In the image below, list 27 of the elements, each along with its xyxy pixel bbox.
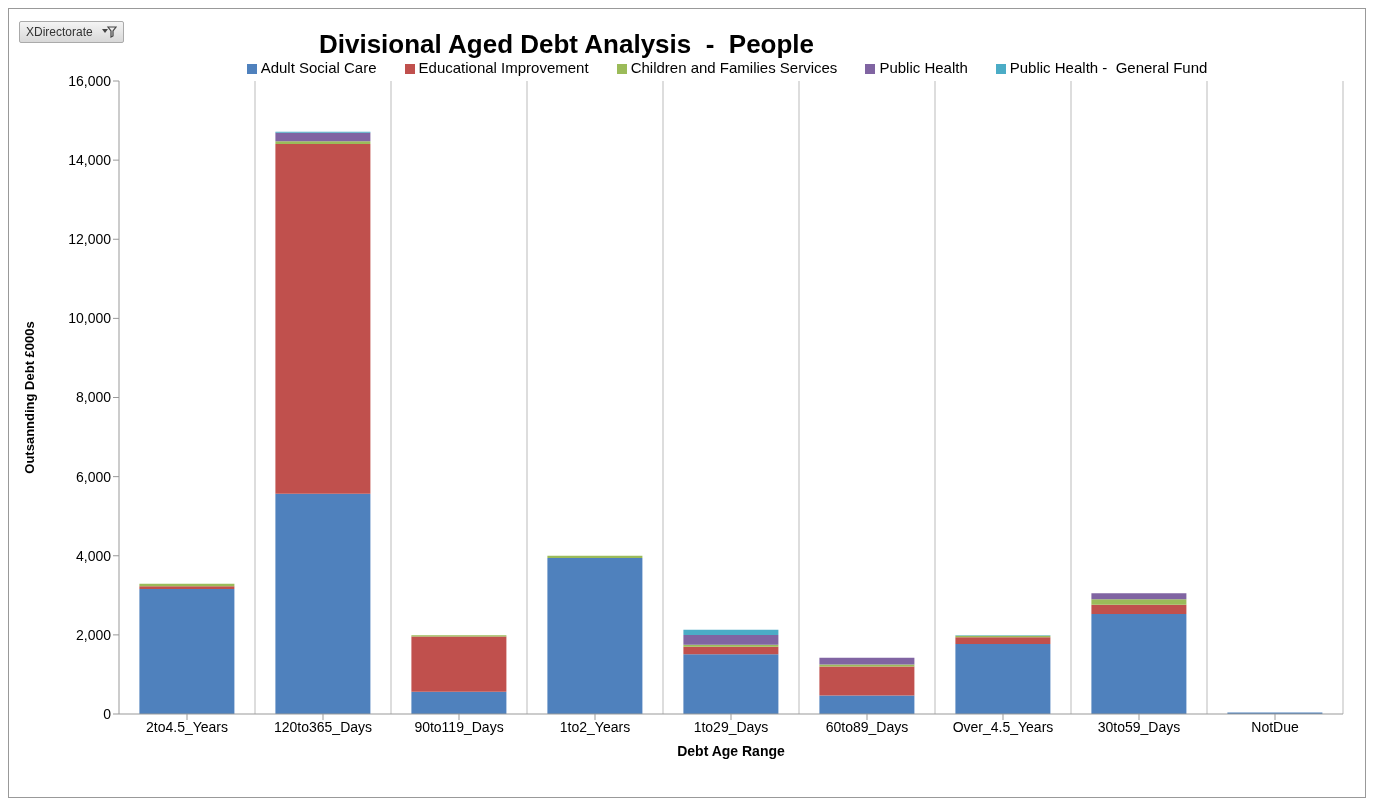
y-tick-label: 4,000 (75, 547, 112, 564)
x-tick-label: NotDue (1251, 718, 1299, 735)
y-tick-label: 12,000 (68, 231, 112, 248)
x-tick-label: 1to2_Years (559, 718, 631, 735)
legend-label: Children and Families Services (630, 59, 838, 76)
x-tick-label: 30to59_Days (1097, 718, 1181, 735)
x-tick-label: 120to365_Days (273, 718, 373, 735)
legend-label: Adult Social Care (260, 59, 377, 76)
y-tick-label: 6,000 (75, 468, 112, 485)
y-tick-label: 2,000 (75, 626, 112, 643)
x-tick-label: 1to29_Days (693, 718, 769, 735)
legend-label: Public Health (879, 59, 968, 76)
y-tick-label: 10,000 (68, 310, 112, 327)
y-tick-label: 8,000 (75, 389, 112, 406)
y-tick-label: 14,000 (68, 152, 112, 169)
legend-label: Educational Improvement (418, 59, 589, 76)
x-axis-title: Debt Age Range (677, 743, 786, 759)
y-tick-label: 0 (103, 705, 112, 722)
y-tick-label: 16,000 (68, 72, 112, 89)
y-axis-title: Outsannding Debt £000s (21, 321, 37, 474)
x-tick-label: 2to4.5_Years (146, 718, 228, 735)
legend-label: Public Health - General Fund (1009, 59, 1208, 76)
x-tick-label: 90to119_Days (414, 718, 504, 735)
chart-title: Divisional Aged Debt Analysis - People (318, 29, 815, 59)
x-tick-label: Over_4.5_Years (952, 718, 1054, 735)
x-tick-label: 60to89_Days (825, 718, 909, 735)
filter-button: XDirectorate (19, 21, 124, 43)
